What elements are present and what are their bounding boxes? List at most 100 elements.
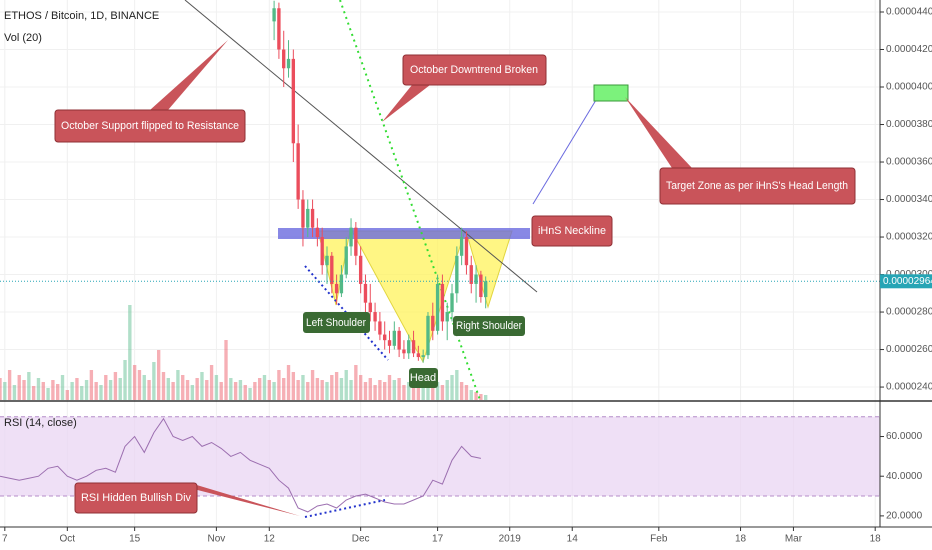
volume-bar (392, 380, 396, 400)
volume-bar (286, 365, 291, 400)
volume-bar (36, 378, 41, 400)
x-tick-label: 2019 (499, 534, 522, 545)
x-tick-label: 7 (2, 534, 8, 545)
candle-body (306, 208, 310, 228)
candle-body (286, 58, 291, 69)
volume-bar (3, 382, 7, 400)
x-tick-label: 14 (567, 534, 579, 545)
candle-body (282, 49, 286, 69)
volume-bar (142, 375, 146, 400)
x-tick-label: 18 (870, 534, 882, 545)
candle-body (435, 283, 440, 331)
callout-pointer (625, 97, 692, 168)
candle-body (407, 340, 411, 354)
candle-body (272, 8, 276, 22)
candle-body (363, 283, 368, 303)
volume-label: Vol (20) (4, 32, 42, 44)
volume-bar (22, 380, 26, 400)
volume-bar (12, 385, 17, 400)
volume-bar (56, 384, 60, 400)
volume-bar (229, 378, 233, 400)
volume-bar (65, 390, 70, 400)
volume-bar (378, 380, 382, 400)
volume-bar (416, 380, 421, 400)
volume-bar (128, 305, 132, 400)
volume-bar (224, 340, 228, 400)
x-tick-label: Nov (207, 534, 225, 545)
volume-bar (320, 380, 324, 400)
x-tick-label: Dec (352, 534, 370, 545)
volume-bar (46, 388, 50, 400)
volume-bar (387, 375, 392, 400)
volume-bar (84, 380, 89, 400)
volume-bar (306, 382, 310, 400)
volume-bar (17, 375, 21, 400)
volume-bar (171, 382, 175, 400)
annotation: iHnS Neckline (538, 225, 606, 237)
volume-bar (373, 385, 377, 400)
candle-body (325, 255, 329, 266)
candle-body (392, 330, 396, 346)
label-box (409, 368, 438, 388)
volume-bar (349, 380, 353, 400)
volume-bar (440, 385, 445, 400)
volume-bars (0, 305, 488, 400)
candle-body (378, 321, 382, 335)
volume-bar (118, 378, 122, 400)
volume-bar (334, 372, 339, 400)
y-tick-label: 20.0000 (886, 511, 923, 522)
label-box (453, 316, 525, 336)
volume-bar (7, 370, 12, 400)
volume-bar (0, 378, 2, 400)
volume-bar (205, 380, 209, 400)
pattern-label: Head (410, 372, 436, 384)
volume-bar (190, 385, 195, 400)
volume-bar (368, 378, 372, 400)
volume-bar (27, 372, 31, 400)
volume-bar (262, 375, 267, 400)
candle-body (383, 334, 387, 341)
target-arrow (532, 99, 597, 205)
volume-bar (123, 360, 127, 400)
volume-bar (257, 378, 262, 400)
candle-body (320, 237, 324, 266)
volume-bar (450, 375, 454, 400)
volume-bar (147, 380, 151, 400)
candle-body (310, 208, 315, 228)
candle-body (411, 340, 416, 354)
volume-bar (70, 382, 74, 400)
x-tick-label: 12 (264, 534, 276, 545)
target-zone (593, 84, 629, 102)
volume-bar (464, 385, 469, 400)
volume-bar (214, 375, 219, 400)
volume-bar (277, 370, 281, 400)
volume-bar (479, 394, 483, 400)
y-tick-label: 40.0000 (886, 471, 923, 482)
x-tick-label: 15 (129, 534, 141, 545)
candle-body (344, 246, 348, 275)
y-tick-label: 60.0000 (886, 431, 923, 442)
volume-bar (104, 375, 108, 400)
callout-pointer (150, 40, 228, 110)
x-tick-label: 17 (432, 534, 444, 545)
volume-bar (383, 382, 387, 400)
volume-bar (31, 386, 36, 400)
candle-body (296, 143, 300, 200)
volume-bar (296, 380, 300, 400)
annotation: RSI Hidden Bullish Div (81, 492, 191, 504)
volume-bar (89, 370, 94, 400)
candle-body (330, 255, 334, 284)
volume-bar (51, 380, 55, 400)
candle-body (416, 353, 421, 358)
volume-bar (75, 378, 79, 400)
pattern-label: Left Shoulder (306, 317, 366, 329)
last-price-label: 0.00002964 (883, 276, 932, 287)
volume-bar (108, 380, 113, 400)
trend-line (184, 0, 538, 293)
volume-bar (200, 372, 204, 400)
volume-bar (238, 380, 243, 400)
annotation: Target Zone as per iHnS's Head Length (666, 180, 848, 192)
